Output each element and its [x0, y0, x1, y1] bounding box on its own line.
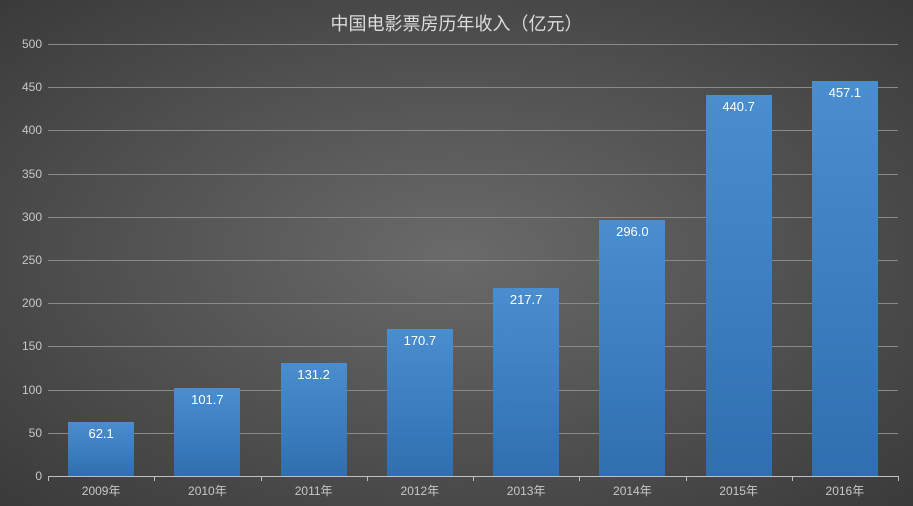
y-tick-label: 250	[2, 253, 42, 267]
y-tick-label: 450	[2, 80, 42, 94]
bar-value-label: 440.7	[706, 99, 772, 114]
x-tick	[367, 476, 368, 481]
bar: 62.1	[68, 422, 134, 476]
y-tick-label: 50	[2, 426, 42, 440]
x-tick-label: 2010年	[188, 482, 227, 499]
x-tick	[686, 476, 687, 481]
gridline	[48, 44, 898, 45]
gridline	[48, 87, 898, 88]
y-tick-label: 100	[2, 383, 42, 397]
x-tick-label: 2016年	[826, 482, 865, 499]
y-tick-label: 300	[2, 210, 42, 224]
bar: 131.2	[281, 363, 347, 476]
bar-value-label: 62.1	[68, 426, 134, 441]
bar: 457.1	[812, 81, 878, 476]
y-tick-label: 150	[2, 339, 42, 353]
chart-root: 中国电影票房历年收入（亿元） 0 50 100 150 200 250 300 350 400 4…	[0, 0, 913, 506]
bar-value-label: 170.7	[387, 333, 453, 348]
plot-area: 050100150200250300350400450500 62.1101.7…	[48, 44, 898, 476]
bar-value-label: 217.7	[493, 292, 559, 307]
bar: 170.7	[387, 329, 453, 476]
bar-value-label: 457.1	[812, 85, 878, 100]
x-tick	[579, 476, 580, 481]
x-tick	[473, 476, 474, 481]
bar-value-label: 131.2	[281, 367, 347, 382]
y-tick-label: 350	[2, 167, 42, 181]
x-tick	[48, 476, 49, 481]
x-tick	[898, 476, 899, 481]
x-tick-label: 2009年	[82, 482, 121, 499]
y-tick-label: 500	[2, 37, 42, 51]
x-tick	[154, 476, 155, 481]
y-tick-label: 200	[2, 296, 42, 310]
x-tick-label: 2011年	[295, 482, 333, 499]
bar: 440.7	[706, 95, 772, 476]
x-tick	[261, 476, 262, 481]
x-tick	[792, 476, 793, 481]
y-tick-label: 400	[2, 123, 42, 137]
x-tick-label: 2014年	[613, 482, 652, 499]
bar-value-label: 296.0	[599, 224, 665, 239]
bar: 296.0	[599, 220, 665, 476]
chart-title: 中国电影票房历年收入（亿元）	[0, 10, 913, 36]
bar: 101.7	[174, 388, 240, 476]
bar: 217.7	[493, 288, 559, 476]
x-tick-label: 2015年	[719, 482, 758, 499]
y-tick-label: 0	[2, 469, 42, 483]
x-tick-label: 2013年	[507, 482, 546, 499]
bar-value-label: 101.7	[174, 392, 240, 407]
x-tick-label: 2012年	[401, 482, 440, 499]
